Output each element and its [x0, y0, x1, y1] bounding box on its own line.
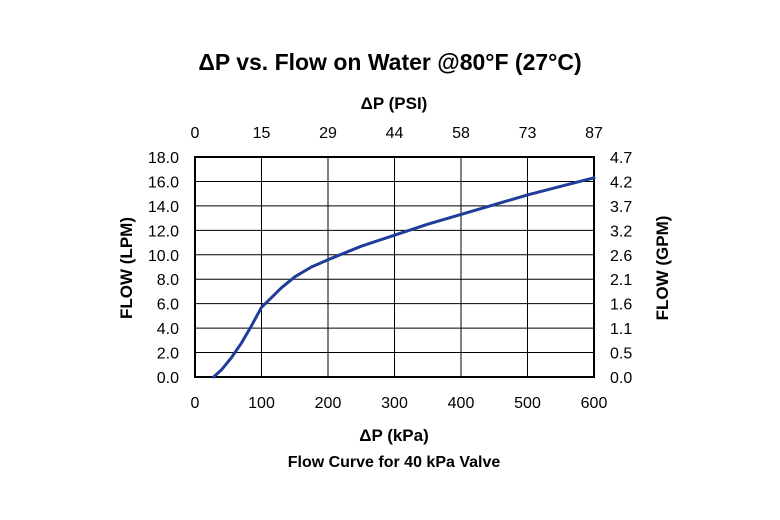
y-tick-label: 14.0 [148, 199, 179, 216]
y-tick-label: 8.0 [157, 272, 179, 289]
y2-tick-label: 1.6 [610, 297, 632, 314]
y2-tick-label: 4.7 [610, 150, 632, 167]
x-tick-label: 200 [315, 395, 342, 412]
grid-lines [195, 157, 594, 377]
y2-tick-label: 0.5 [610, 346, 632, 363]
x-tick-label: 100 [248, 395, 275, 412]
y-tick-label: 2.0 [157, 346, 179, 363]
tick-labels: 0 100 200 300 400 500 600 0 15 29 44 58 73 87 0.0 2.0 4.… [148, 125, 632, 412]
y-tick-label: 6.0 [157, 297, 179, 314]
x-tick-label: 0 [191, 395, 200, 412]
y-tick-label: 0.0 [157, 370, 179, 387]
flow-curve-line [212, 176, 596, 379]
plot-area [194, 156, 595, 378]
y2-tick-label: 3.7 [610, 199, 632, 216]
x2-tick-label: 44 [386, 125, 404, 142]
y-tick-label: 4.0 [157, 321, 179, 338]
right-axis-title: FLOW (GPM) [653, 216, 672, 321]
chart-caption: Flow Curve for 40 kPa Valve [288, 454, 501, 471]
y2-tick-label: 0.0 [610, 370, 632, 387]
x2-tick-label: 29 [319, 125, 337, 142]
x-tick-label: 300 [381, 395, 408, 412]
y2-tick-label: 2.1 [610, 272, 632, 289]
y-tick-label: 18.0 [148, 150, 179, 167]
chart-title: ΔP vs. Flow on Water @80°F (27°C) [198, 49, 581, 75]
x-tick-label: 500 [514, 395, 541, 412]
x2-tick-label: 0 [191, 125, 200, 142]
y-tick-label: 10.0 [148, 248, 179, 265]
y-tick-label: 12.0 [148, 223, 179, 240]
x2-tick-label: 73 [519, 125, 537, 142]
x-tick-label: 400 [448, 395, 475, 412]
y2-tick-label: 3.2 [610, 223, 632, 240]
top-axis-title: ΔP (PSI) [361, 94, 428, 113]
y2-tick-label: 1.1 [610, 321, 632, 338]
x2-tick-label: 58 [452, 125, 470, 142]
x2-tick-label: 87 [585, 125, 603, 142]
series-layer [212, 176, 596, 379]
bottom-axis-title: ΔP (kPa) [359, 426, 429, 445]
x-tick-label: 600 [581, 395, 608, 412]
y-tick-label: 16.0 [148, 174, 179, 191]
left-axis-title: FLOW (LPM) [117, 217, 136, 319]
x2-tick-label: 15 [253, 125, 271, 142]
y2-tick-label: 4.2 [610, 174, 632, 191]
y2-tick-label: 2.6 [610, 248, 632, 265]
